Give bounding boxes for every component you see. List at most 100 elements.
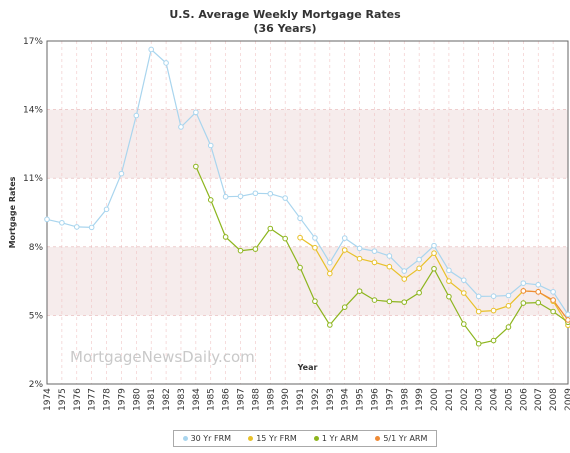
x-tick-label: 2001 — [445, 388, 455, 411]
data-point — [133, 112, 140, 119]
data-point — [520, 288, 527, 294]
data-point — [312, 244, 318, 251]
legend-swatch — [375, 436, 381, 441]
x-tick-label: 2004 — [490, 388, 500, 411]
data-point — [416, 256, 422, 263]
grid-band — [47, 178, 568, 247]
data-point — [446, 293, 452, 300]
x-tick-label: 1984 — [192, 388, 202, 411]
x-tick-label: 1985 — [207, 388, 217, 411]
data-point — [118, 170, 125, 177]
x-tick-label: 1998 — [400, 388, 410, 411]
legend-label: 30 Yr FRM — [190, 434, 232, 443]
x-tick-label: 2009 — [564, 388, 570, 411]
grid-band — [47, 41, 568, 110]
data-point — [520, 300, 527, 306]
data-point — [505, 302, 512, 309]
data-point — [73, 224, 80, 230]
x-tick-label: 1987 — [237, 388, 247, 411]
data-point — [386, 263, 393, 270]
x-tick-label: 1974 — [43, 388, 53, 411]
legend-label: 1 Yr ARM — [321, 434, 359, 443]
data-point — [312, 298, 318, 305]
x-tick-label: 1976 — [73, 388, 83, 411]
legend-swatch — [313, 436, 319, 441]
data-point — [207, 197, 214, 203]
legend-item: 30 Yr FRM — [182, 434, 232, 443]
legend-item: 15 Yr FRM — [248, 434, 297, 443]
x-tick-label: 2005 — [504, 388, 514, 411]
grid-band — [47, 246, 568, 316]
data-point — [535, 281, 542, 288]
data-point — [341, 304, 348, 310]
data-point — [297, 264, 303, 271]
plot-frame — [46, 40, 569, 385]
data-point — [565, 311, 570, 318]
data-point — [431, 242, 437, 249]
data-point — [550, 297, 556, 303]
x-tick-label: 1978 — [103, 388, 113, 411]
x-tick-label: 2000 — [430, 388, 440, 411]
x-tick-label: 1975 — [58, 388, 68, 411]
x-tick-label: 1995 — [356, 388, 366, 411]
data-point — [416, 265, 422, 272]
x-tick-label: 1983 — [177, 388, 187, 411]
data-point — [193, 109, 199, 116]
data-point — [341, 247, 348, 253]
data-point — [44, 216, 50, 223]
data-point — [490, 307, 497, 314]
data-point — [475, 308, 482, 315]
x-tick-label: 1988 — [251, 388, 261, 411]
data-point — [237, 247, 244, 254]
data-point — [431, 265, 437, 272]
data-point — [446, 278, 452, 284]
data-point — [88, 224, 95, 231]
x-tick-label: 1982 — [162, 388, 172, 411]
legend-swatch — [248, 436, 254, 441]
data-point — [327, 270, 333, 277]
y-tick-label: 2% — [29, 380, 44, 390]
data-point — [252, 246, 259, 252]
data-point — [416, 289, 422, 296]
data-point — [222, 234, 229, 240]
data-point — [446, 267, 452, 274]
legend-item: 1 Yr ARM — [313, 434, 359, 443]
x-tick-label: 1986 — [222, 388, 232, 411]
x-tick-label: 2006 — [519, 388, 529, 411]
data-point — [535, 299, 542, 306]
series-line-3 — [523, 290, 569, 321]
data-point — [103, 206, 110, 213]
x-tick-label: 2003 — [475, 388, 485, 411]
data-point — [327, 322, 333, 328]
legend-label: 5/1 Yr ARM — [383, 434, 428, 443]
data-point — [237, 193, 244, 200]
data-point — [401, 299, 408, 305]
data-point — [490, 293, 497, 299]
x-tick-label: 1992 — [311, 388, 321, 411]
data-point — [148, 46, 154, 53]
y-tick-label: 17% — [23, 37, 43, 47]
series-line-2 — [195, 166, 569, 345]
y-tick-label: 5% — [29, 311, 44, 321]
x-tick-label: 1977 — [88, 388, 98, 411]
x-axis-title: Year — [297, 363, 318, 372]
data-point — [327, 259, 333, 266]
data-point — [193, 163, 199, 170]
x-tick-label: 1999 — [415, 388, 425, 411]
data-point — [178, 124, 184, 130]
data-point — [535, 289, 542, 295]
x-tick-label: 1979 — [117, 388, 127, 411]
x-tick-label: 1993 — [326, 388, 336, 411]
data-point — [356, 255, 363, 262]
x-tick-label: 1989 — [266, 388, 276, 411]
data-point — [475, 340, 482, 347]
y-tick-label: 8% — [29, 243, 44, 253]
data-point — [550, 289, 556, 295]
data-point — [565, 317, 570, 323]
x-tick-label: 1980 — [132, 388, 142, 411]
data-point — [550, 308, 556, 315]
data-point — [282, 235, 288, 242]
chart-title: U.S. Average Weekly Mortgage Rates — [169, 8, 401, 21]
data-point — [371, 297, 378, 303]
